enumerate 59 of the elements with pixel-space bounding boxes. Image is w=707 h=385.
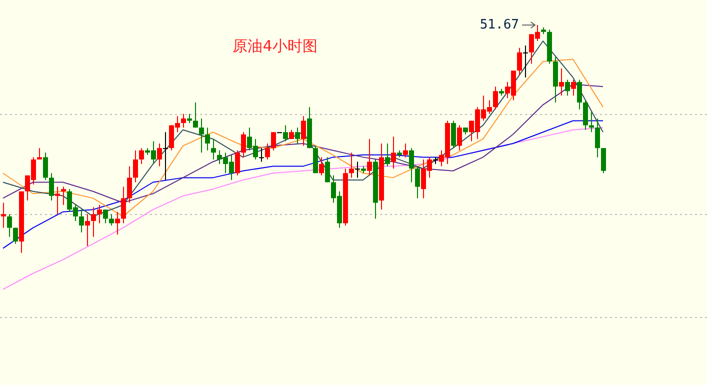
candlestick (133, 150, 138, 183)
candlestick (97, 204, 102, 224)
candlestick (49, 172, 54, 201)
candlestick (385, 143, 390, 167)
candlestick (163, 132, 168, 180)
candlestick (289, 129, 294, 140)
candlestick (205, 127, 210, 151)
candlestick (235, 150, 240, 176)
candlestick (139, 148, 144, 165)
candlestick (13, 227, 18, 244)
text: 原油4小时图 (232, 36, 318, 55)
candlestick (265, 143, 270, 160)
candlestick (391, 136, 396, 170)
candlestick (367, 138, 372, 176)
candlestick (199, 118, 204, 154)
annotation: 51.67 (480, 17, 519, 32)
candlestick (211, 138, 216, 160)
candlestick (103, 209, 108, 224)
candlestick (79, 209, 84, 233)
candlestick (355, 161, 360, 178)
candlestick (43, 152, 48, 180)
candlestick (109, 214, 114, 226)
candlestick (283, 124, 288, 142)
candlestick (493, 86, 498, 110)
candlestick (325, 156, 330, 183)
candlestick (193, 102, 198, 128)
candlestick (181, 113, 186, 128)
candlestick (451, 120, 456, 149)
candlestick (349, 152, 354, 178)
candlestick (91, 206, 96, 238)
candlestick (241, 132, 246, 158)
candlestick (301, 116, 306, 146)
candlestick (37, 148, 42, 160)
candlestick (121, 186, 126, 224)
candlestick (457, 124, 462, 151)
candlestick (271, 132, 276, 151)
candlestick (577, 79, 582, 110)
candlestick (7, 214, 12, 238)
candlestick (259, 148, 264, 162)
candlestick (415, 166, 420, 199)
candlestick (1, 202, 6, 228)
candlestick (295, 127, 300, 144)
candlestick (157, 143, 162, 167)
candlestick (601, 148, 606, 174)
candlestick (565, 79, 570, 96)
candlestick (583, 100, 588, 130)
candlestick (61, 186, 66, 206)
candlestick (127, 166, 132, 204)
candlestick (559, 68, 564, 96)
candlestick (595, 118, 600, 158)
candlestick (409, 148, 414, 183)
candlestick (403, 143, 408, 158)
candlestick (85, 214, 90, 247)
candlestick (55, 186, 60, 215)
candlestick (115, 211, 120, 236)
candlestick (523, 45, 528, 78)
candlestick (517, 47, 522, 76)
candlestick (319, 156, 324, 176)
candlestick (571, 79, 576, 96)
